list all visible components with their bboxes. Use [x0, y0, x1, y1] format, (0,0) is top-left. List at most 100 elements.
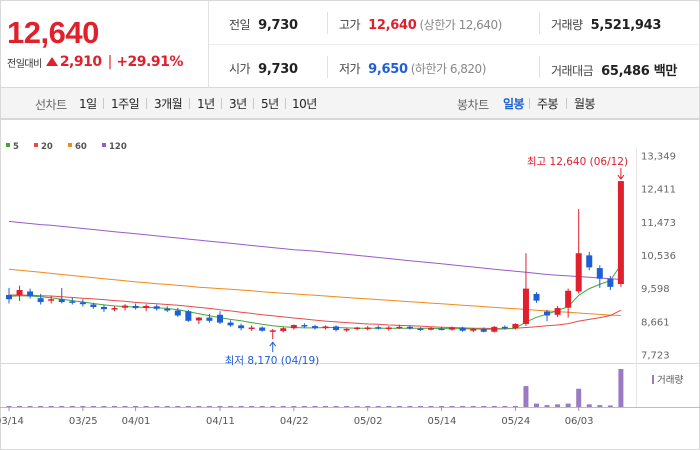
x-tick-label: 04/22	[280, 416, 309, 427]
toolbar-separator	[189, 98, 190, 109]
volume-legend-label: 거래량	[657, 374, 683, 386]
volume-bar	[544, 405, 550, 407]
period-10y[interactable]: 10년	[292, 97, 317, 111]
candle-body	[385, 327, 392, 330]
low-annotation: 최저 8,170 (04/19)	[225, 355, 320, 367]
candle-body	[227, 322, 234, 326]
stat-sub: (하한가 6,820)	[410, 62, 487, 76]
quote-panel: 12,640 전일대비 2,910 | +29.91% 전일 9,730 고가 …	[0, 0, 700, 88]
candle-body	[343, 328, 350, 331]
candle-body	[164, 308, 171, 311]
volume-bar	[217, 406, 223, 407]
candle-body	[269, 330, 276, 332]
stat-trade-value: 거래대금 65,486 백만	[551, 60, 677, 79]
volume-bar	[90, 406, 96, 407]
volume-bar	[249, 406, 255, 407]
stat-value: 65,486 백만	[601, 64, 678, 79]
volume-bar	[576, 388, 582, 407]
stat-divider	[539, 56, 540, 78]
candle-body	[512, 323, 519, 329]
ma-120-line	[8, 220, 621, 280]
candle-body	[69, 301, 76, 303]
period-3m[interactable]: 3개월	[154, 97, 183, 111]
candle-body	[449, 327, 456, 330]
volume-bar	[417, 406, 423, 407]
stat-label: 거래대금	[551, 64, 594, 78]
volume-bar	[323, 406, 328, 407]
x-tick-label: 04/11	[206, 416, 235, 427]
volume-bar	[259, 406, 265, 407]
stat-divider	[327, 12, 328, 34]
volume-bar	[206, 406, 212, 407]
volume-bar	[333, 406, 339, 407]
volume-bar	[301, 406, 307, 407]
candle-weekly[interactable]: 주봉	[537, 97, 559, 111]
candle-body	[554, 308, 561, 315]
candle-body	[206, 317, 213, 321]
toolbar-separator	[253, 98, 254, 109]
legend-swatch	[68, 143, 72, 147]
candle-body	[491, 326, 498, 332]
volume-bar	[185, 406, 191, 407]
x-tick-label: 03/25	[69, 416, 98, 427]
volume-bar	[69, 406, 75, 407]
high-annotation: 최고 12,640 (06/12)	[527, 156, 628, 168]
stat-prev-close: 전일 9,730	[229, 16, 298, 33]
candle-body	[428, 328, 434, 330]
volume-bar	[112, 406, 117, 407]
candle-chart-label: 봉차트	[457, 98, 489, 112]
volume-bar	[481, 406, 487, 407]
stat-label: 시가	[229, 62, 251, 76]
volume-bar	[238, 406, 244, 407]
candle-body	[617, 181, 624, 285]
volume-bar	[270, 406, 276, 407]
price-box: 12,640 전일대비 2,910 | +29.91%	[1, 1, 209, 88]
volume-bar	[386, 406, 392, 407]
candle-body	[438, 328, 445, 331]
candle-body	[217, 314, 223, 323]
volume-bar	[312, 406, 318, 407]
volume-bar	[555, 404, 561, 407]
candle-monthly[interactable]: 월봉	[574, 97, 596, 111]
candle-body	[607, 278, 614, 287]
candle-body	[79, 302, 86, 305]
candle-daily[interactable]: 일봉	[503, 97, 525, 111]
volume-bar	[6, 406, 12, 407]
volume-bar	[133, 406, 139, 407]
candle-body	[6, 294, 12, 300]
volume-bar	[344, 406, 350, 407]
stat-high: 고가 12,640 (상한가 12,640)	[339, 16, 502, 33]
period-1w[interactable]: 1주일	[111, 97, 140, 111]
legend-label: 5	[13, 142, 19, 152]
stat-volume: 거래량 5,521,943	[551, 16, 661, 33]
candle-body	[37, 298, 44, 303]
volume-bar	[375, 406, 381, 407]
candle-body	[16, 290, 23, 295]
candle-body	[143, 305, 150, 309]
volume-bar	[27, 406, 33, 407]
volume-bar	[597, 405, 603, 407]
period-3y[interactable]: 3년	[229, 97, 247, 111]
period-5y[interactable]: 5년	[261, 97, 279, 111]
stat-value: 9,650	[368, 62, 408, 77]
toolbar-separator	[103, 98, 104, 109]
volume-bar	[523, 386, 529, 407]
period-1y[interactable]: 1년	[197, 97, 215, 111]
volume-bar	[512, 406, 518, 407]
candle-body	[375, 327, 382, 329]
volume-bar	[428, 406, 434, 407]
candle-body	[122, 305, 129, 308]
volume-bar	[586, 404, 592, 407]
period-1d[interactable]: 1일	[79, 97, 97, 111]
y-tick-label: 11,473	[641, 218, 676, 229]
volume-bar	[143, 406, 149, 407]
candle-body	[364, 327, 371, 330]
stat-value: 9,730	[258, 62, 298, 77]
candle-body	[238, 325, 245, 329]
candle-chart-svg: 5 20 60 120 13,349 12,411 11,473 10,536 9,598 8,6…	[0, 119, 700, 450]
line-chart-label: 선차트	[35, 98, 67, 112]
volume-bar	[48, 406, 54, 407]
candle-body	[58, 299, 65, 303]
y-tick-label: 10,536	[641, 251, 676, 262]
candle-body	[311, 326, 318, 329]
